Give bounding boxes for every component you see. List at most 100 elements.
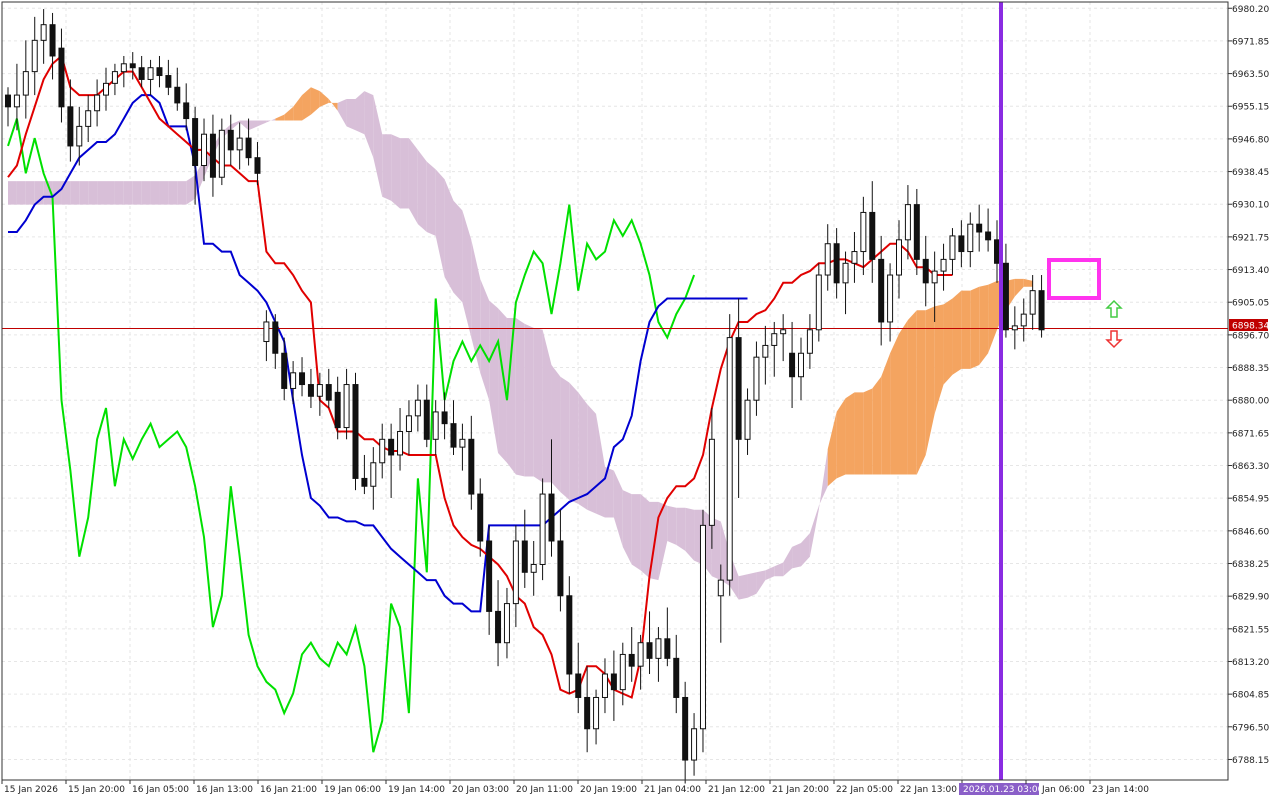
x-tick-label: 19 Jan 14:00 (388, 785, 445, 795)
kumo-segment (1014, 278, 1024, 297)
plot-background (2, 2, 1228, 780)
kumo-segment (596, 413, 605, 518)
kumo-segment (480, 278, 490, 401)
candle-body (1020, 313, 1027, 327)
y-tick-label: 6905.05 (1232, 299, 1269, 309)
candle-body (343, 384, 350, 429)
candle-body (334, 391, 341, 429)
candle-body (593, 696, 600, 730)
candle-body (272, 321, 279, 354)
candle-body (958, 235, 965, 253)
kumo-segment (400, 138, 409, 209)
kumo-segment (123, 181, 133, 205)
kumo-segment (230, 120, 240, 131)
candle-body (379, 438, 386, 464)
kumo-segment (943, 298, 953, 385)
kumo-segment (818, 449, 828, 510)
candle-body (138, 67, 145, 80)
kumo-segment (925, 306, 935, 455)
candle-body (441, 411, 448, 425)
time-axis[interactable]: 15 Jan 2026 15 Jan 20:00 16 Jan 05:00 16 Ja… (1, 780, 1149, 795)
candle-body (58, 47, 65, 108)
candle-body (904, 204, 911, 241)
candle-body (637, 642, 644, 667)
candle-body (530, 563, 537, 573)
kumo-segment (622, 490, 632, 565)
candle-body (512, 540, 519, 605)
kumo-segment (239, 120, 249, 131)
y-tick-label: 6930.10 (1232, 201, 1269, 211)
y-tick-label: 6788.15 (1232, 756, 1269, 766)
kumo-segment (738, 574, 748, 600)
candle-body (628, 653, 635, 667)
candle-body (949, 235, 956, 260)
y-tick-label: 6796.50 (1232, 723, 1269, 733)
kumo-segment (408, 138, 418, 225)
kumo-segment (168, 181, 178, 205)
kumo-segment (845, 392, 855, 475)
candle-body (111, 71, 118, 84)
kumo-segment (106, 181, 115, 205)
candle-body (503, 603, 510, 644)
kumo-segment (907, 310, 917, 475)
candle-body (405, 415, 412, 432)
x-tick-label: Jan 06:00 (1041, 785, 1085, 795)
kumo-segment (462, 210, 472, 338)
candle-body (601, 673, 608, 698)
candle-body (548, 493, 555, 542)
kumo-segment (43, 181, 53, 205)
kumo-segment (881, 353, 891, 475)
y-tick-label: 6829.90 (1232, 593, 1269, 603)
candle-body (913, 204, 920, 260)
candle-body (352, 384, 359, 479)
x-tick-label: 22 Jan 05:00 (836, 785, 893, 795)
kumo-segment (533, 327, 543, 483)
y-tick-label: 6888.35 (1232, 364, 1269, 374)
kumo-segment (711, 517, 721, 581)
x-tick-label: 21 Jan 12:00 (708, 785, 765, 795)
kumo-segment (97, 181, 107, 205)
candle-body (735, 337, 742, 440)
candle-body (557, 540, 564, 597)
candle-body (450, 423, 457, 448)
candle-body (994, 239, 1001, 264)
kumo-segment (257, 120, 267, 127)
candle-body (753, 356, 760, 401)
x-tick-label: 20 Jan 19:00 (580, 785, 637, 795)
candle-body (869, 211, 876, 260)
candle-body (245, 137, 252, 159)
kumo-segment (783, 546, 793, 577)
kumo-segment (266, 118, 276, 123)
candle-body (815, 274, 822, 331)
kumo-segment (515, 318, 525, 477)
candles (5, 9, 1045, 784)
candle-body (31, 39, 38, 73)
kumo-segment (426, 161, 436, 236)
candle-body (806, 329, 813, 354)
candle-body (183, 102, 190, 120)
x-tick-label: 22 Jan 13:00 (900, 785, 957, 795)
kumo-segment (25, 181, 35, 205)
kumo-segment (391, 134, 401, 209)
candle-body (896, 239, 902, 276)
arrow-up-icon (1105, 299, 1123, 318)
candle-body (1002, 262, 1009, 331)
kumo-segment (988, 280, 998, 354)
candle-body (5, 94, 11, 108)
kumo-segment (551, 364, 561, 493)
candle-body (307, 384, 314, 397)
candle-body (584, 696, 591, 730)
current-price-label: 6898.34 (1232, 322, 1269, 332)
kumo-segment (61, 181, 71, 205)
candle-body (940, 258, 947, 272)
kumo-cloud (8, 87, 1113, 600)
price-axis[interactable]: 6980.20 6971.85 6963.50 6955.15 6946.80 6938.… (1228, 5, 1269, 766)
kumo-segment (604, 466, 614, 518)
candle-body (860, 211, 867, 253)
kumo-segment (685, 507, 695, 561)
candle-body (361, 477, 368, 487)
candle-body (539, 493, 546, 565)
kumo-segment (631, 494, 641, 571)
candle-body (299, 372, 306, 386)
x-tick-label: 21 Jan 04:00 (644, 785, 701, 795)
